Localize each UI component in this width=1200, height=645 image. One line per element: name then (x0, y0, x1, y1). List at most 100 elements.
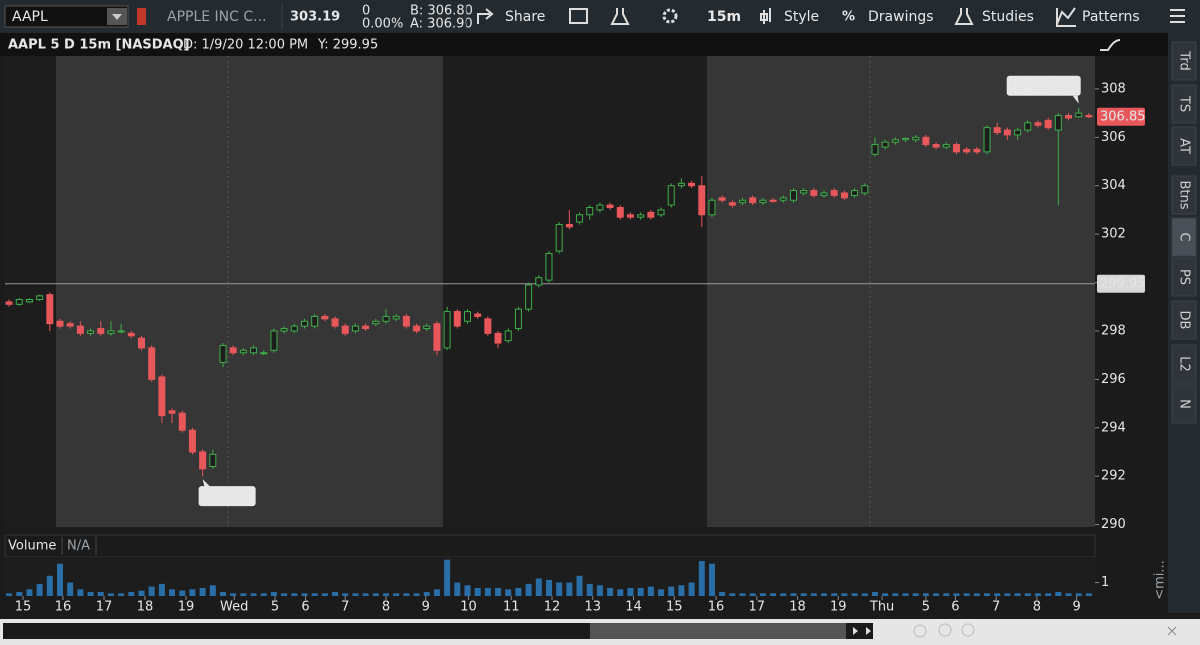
menu-icon[interactable] (1170, 9, 1185, 23)
side-tab-label[interactable]: TS (1177, 95, 1192, 112)
volume-bar (953, 593, 960, 596)
side-tab[interactable] (1171, 126, 1197, 166)
candle-body (311, 315, 319, 327)
x-tick-label: 18 (789, 600, 806, 615)
candle-body (514, 308, 522, 330)
side-tab-label[interactable]: C (1177, 232, 1192, 241)
volume-bar (362, 593, 369, 596)
flask-icon[interactable] (610, 8, 630, 25)
side-tab[interactable] (1171, 300, 1197, 340)
crosshair-icon[interactable] (913, 624, 927, 638)
volume-bar (647, 586, 654, 596)
side-tab-label[interactable]: Trd (1177, 50, 1192, 70)
lo-label: Lo: 292 (202, 489, 250, 504)
x-tick-label: 9 (1073, 600, 1081, 615)
volume-bar (770, 593, 777, 596)
candle-body (423, 325, 431, 330)
drawings-button[interactable]: Drawings (868, 9, 934, 25)
volume-bar (556, 582, 563, 596)
candle-body (871, 144, 879, 155)
candle-body (107, 330, 115, 334)
y-tick-label: 302 (1101, 227, 1126, 242)
side-tab-label[interactable]: PS (1177, 269, 1192, 285)
side-tab[interactable] (1171, 257, 1197, 297)
candle-body (616, 207, 624, 218)
y-tick-label: 294 (1101, 420, 1126, 435)
side-tab-label[interactable]: Btns (1177, 180, 1192, 209)
scroll-arrows[interactable] (853, 627, 871, 635)
side-tab[interactable] (1171, 217, 1197, 257)
side-tab-label[interactable]: N (1177, 399, 1192, 409)
side-tab[interactable] (1171, 41, 1197, 81)
flag-icon[interactable] (569, 8, 588, 24)
candle-body (626, 214, 634, 218)
candle-body (290, 325, 298, 332)
volume-bar (821, 593, 828, 596)
candle-body (148, 347, 156, 380)
side-tab[interactable] (1171, 384, 1197, 424)
side-tab[interactable] (1171, 344, 1197, 384)
scrollbar-thumb[interactable] (590, 623, 846, 639)
volume-bar (26, 589, 33, 596)
side-tab[interactable] (1171, 84, 1197, 124)
timeframe[interactable]: 15m (707, 9, 741, 25)
x-tick-label: 8 (1033, 600, 1041, 615)
drawing-set-arrow[interactable] (1167, 626, 1177, 636)
candle-body (413, 325, 421, 332)
candle-body (433, 323, 441, 351)
patterns-button[interactable]: Patterns (1082, 9, 1140, 25)
volume-bar (984, 593, 991, 596)
y-tick-label: 290 (1101, 517, 1126, 532)
crosshair-marker (1097, 274, 1145, 293)
candle-body (1034, 122, 1042, 126)
candle-body (1003, 129, 1011, 136)
candle-body (46, 294, 54, 325)
settings-icon[interactable] (662, 8, 678, 24)
zoom-in-icon[interactable] (938, 623, 952, 637)
side-tab-label[interactable]: DB (1177, 311, 1192, 330)
studies-button[interactable]: Studies (982, 9, 1034, 25)
candle-body (851, 190, 859, 196)
x-tick-label: 7 (992, 600, 1000, 615)
volume-bar (800, 593, 807, 596)
scale-icon[interactable] (1100, 39, 1121, 51)
candle-body (606, 204, 614, 209)
x-tick-label: Wed (220, 600, 248, 615)
style-button[interactable]: Style (784, 9, 819, 25)
symbol[interactable]: AAPL (12, 9, 48, 25)
zoom-out-icon[interactable] (961, 623, 975, 637)
candle-body (759, 199, 767, 204)
volume-bar (861, 593, 868, 596)
chart-header (0, 33, 1168, 56)
volume-bar (413, 593, 420, 596)
candle-body (688, 182, 696, 187)
drawing-set[interactable]: Drawing set: Default (1022, 625, 1156, 640)
volume-bar (545, 579, 552, 596)
volume-bar (393, 593, 400, 596)
hi-label: Hi: 307.22 (1010, 78, 1077, 93)
candle-body (545, 253, 553, 281)
side-tab-label[interactable]: AT (1177, 138, 1192, 154)
symbol-box[interactable] (4, 5, 129, 28)
candle-body (188, 429, 196, 453)
side-tab-label[interactable]: L2 (1177, 356, 1192, 372)
y-tick-label: 298 (1101, 323, 1126, 338)
lo-bubble (198, 486, 256, 507)
y-tick-label: 292 (1101, 469, 1126, 484)
volume-bar (892, 593, 899, 596)
candle-body (647, 211, 655, 218)
style-icon (760, 8, 771, 24)
side-tab[interactable] (1171, 175, 1197, 215)
volume-bar (57, 563, 64, 596)
cursor-y: Y: 299.95 (317, 38, 378, 53)
volume-bar (433, 589, 440, 596)
link-icon[interactable] (137, 8, 146, 25)
candle-body (484, 318, 492, 334)
collapse-label[interactable]: <mi... (1153, 560, 1168, 600)
share-button[interactable]: Share (505, 9, 545, 25)
volume-bar (260, 593, 267, 596)
candle-body (443, 311, 451, 349)
candle-body (402, 315, 410, 327)
volume-bar (6, 593, 13, 596)
candle-body (983, 127, 991, 153)
